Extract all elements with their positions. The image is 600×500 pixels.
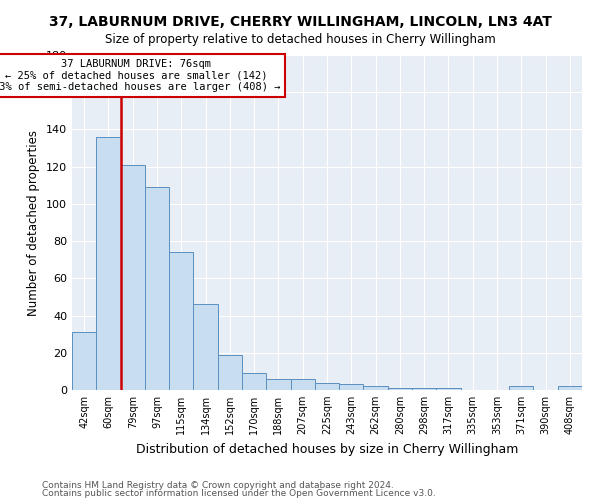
Text: Contains HM Land Registry data © Crown copyright and database right 2024.: Contains HM Land Registry data © Crown c…: [42, 480, 394, 490]
Bar: [121, 165, 145, 390]
Bar: [290, 379, 315, 390]
Bar: [315, 382, 339, 390]
Text: Contains public sector information licensed under the Open Government Licence v3: Contains public sector information licen…: [42, 489, 436, 498]
Text: 37, LABURNUM DRIVE, CHERRY WILLINGHAM, LINCOLN, LN3 4AT: 37, LABURNUM DRIVE, CHERRY WILLINGHAM, L…: [49, 15, 551, 29]
Bar: [388, 388, 412, 390]
Bar: [145, 187, 169, 390]
Bar: [72, 332, 96, 390]
Bar: [436, 388, 461, 390]
Bar: [266, 379, 290, 390]
Bar: [242, 373, 266, 390]
Bar: [364, 386, 388, 390]
Bar: [509, 386, 533, 390]
Text: 37 LABURNUM DRIVE: 76sqm
← 25% of detached houses are smaller (142)
73% of semi-: 37 LABURNUM DRIVE: 76sqm ← 25% of detach…: [0, 58, 280, 92]
Bar: [169, 252, 193, 390]
Text: Size of property relative to detached houses in Cherry Willingham: Size of property relative to detached ho…: [104, 32, 496, 46]
Bar: [218, 354, 242, 390]
Y-axis label: Number of detached properties: Number of detached properties: [28, 130, 40, 316]
Bar: [412, 388, 436, 390]
Bar: [339, 384, 364, 390]
X-axis label: Distribution of detached houses by size in Cherry Willingham: Distribution of detached houses by size …: [136, 442, 518, 456]
Bar: [558, 386, 582, 390]
Bar: [193, 304, 218, 390]
Bar: [96, 137, 121, 390]
